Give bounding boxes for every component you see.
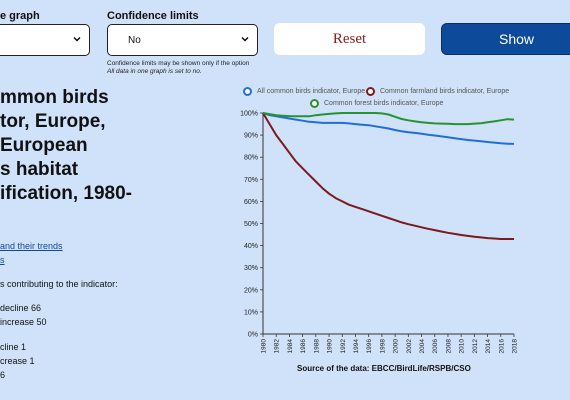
y-tick-label: 10% xyxy=(244,309,258,316)
x-tick-label: 2008 xyxy=(445,339,452,354)
confidence-limits-value: No xyxy=(128,34,141,46)
y-tick-label: 40% xyxy=(244,243,258,250)
y-tick-label: 70% xyxy=(244,177,258,184)
x-tick-label: 2006 xyxy=(432,339,439,354)
confidence-limits-label: Confidence limits xyxy=(107,10,199,22)
title-line: ification, 1980- xyxy=(0,183,132,204)
legend-label: Common farmland birds indicator, Europe xyxy=(380,88,510,95)
x-tick-label: 1984 xyxy=(287,339,294,354)
chevron-down-icon xyxy=(241,37,249,42)
species-link[interactable]: s xyxy=(0,255,5,265)
title-line: mmon birds xyxy=(0,87,109,108)
confidence-limits-hint: Confidence limits may be shown only if t… xyxy=(107,60,250,75)
x-tick-label: 2004 xyxy=(419,339,426,354)
x-tick-label: 1986 xyxy=(300,339,307,354)
legend-item-farmland[interactable]: Common farmland birds indicator, Europe xyxy=(366,87,509,96)
confidence-limits-select[interactable]: No xyxy=(107,24,258,56)
y-tick-label: 30% xyxy=(244,265,258,272)
x-tick-label: 2000 xyxy=(393,339,400,354)
y-tick-label: 60% xyxy=(244,199,258,206)
x-tick-label: 2014 xyxy=(485,339,492,354)
chevron-down-icon xyxy=(73,37,81,42)
legend-swatch xyxy=(310,99,319,108)
x-tick-label: 1982 xyxy=(274,339,281,354)
x-tick-label: 2018 xyxy=(512,339,519,354)
x-tick-label: 1998 xyxy=(379,339,386,354)
reset-button[interactable]: Reset xyxy=(274,23,425,55)
data-source: Source of the data: EBCC/BirdLife/RSPB/C… xyxy=(297,364,471,373)
stat-moderate-decline: cline 1 xyxy=(0,342,27,352)
y-tick-label: 50% xyxy=(244,221,258,228)
x-tick-label: 1990 xyxy=(327,339,334,354)
line-chart: 0% 10% 20% 30% 40% 50% 60% 70% 80% 90% 100% 1980 198… xyxy=(240,111,519,354)
y-tick-label: 90% xyxy=(244,133,258,140)
legend-item-all[interactable]: All common birds indicator, Europe xyxy=(243,87,365,96)
y-tick-label: 20% xyxy=(244,287,258,294)
x-tick-label: 1996 xyxy=(366,339,373,354)
graph-type-label: e graph xyxy=(0,10,40,22)
stat-increase: increase 50 xyxy=(0,317,47,327)
graph-type-select[interactable] xyxy=(0,24,90,56)
y-tick-label: 100% xyxy=(240,111,258,118)
species-intro: s contributing to the indicator: xyxy=(0,279,118,289)
x-tick-label: 1994 xyxy=(353,339,360,354)
x-tick-label: 2010 xyxy=(459,339,466,354)
title-line: s habitat xyxy=(0,159,79,180)
series-line-1 xyxy=(262,112,514,240)
species-trends-link[interactable]: and their trends xyxy=(0,241,63,251)
show-button[interactable]: Show xyxy=(441,23,570,55)
legend-label: Common forest birds indicator, Europe xyxy=(324,100,444,107)
legend-item-forest[interactable]: Common forest birds indicator, Europe xyxy=(310,99,443,108)
stat-decline: decline 66 xyxy=(0,303,42,313)
stat-moderate-increase: crease 1 xyxy=(0,356,35,366)
x-tick-label: 1992 xyxy=(340,339,347,354)
series-line-2 xyxy=(262,112,515,126)
x-tick-label: 2012 xyxy=(472,339,479,354)
title-line: tor, Europe, xyxy=(0,111,106,132)
legend-swatch xyxy=(243,87,252,96)
y-tick-label: 0% xyxy=(248,332,258,339)
y-tick-label: 80% xyxy=(244,155,258,162)
x-tick-label: 2016 xyxy=(498,339,505,354)
indicator-title: mmon birds tor, Europe, European s habit… xyxy=(0,86,132,206)
title-line: European xyxy=(0,135,88,156)
stat-other: 6 xyxy=(0,370,6,380)
x-tick-label: 2002 xyxy=(406,339,413,354)
series-line-0 xyxy=(262,112,515,145)
legend-label: All common birds indicator, Europe xyxy=(257,88,366,95)
x-tick-label: 1988 xyxy=(313,339,320,354)
legend-swatch xyxy=(366,87,375,96)
x-tick-label: 1980 xyxy=(261,339,268,354)
